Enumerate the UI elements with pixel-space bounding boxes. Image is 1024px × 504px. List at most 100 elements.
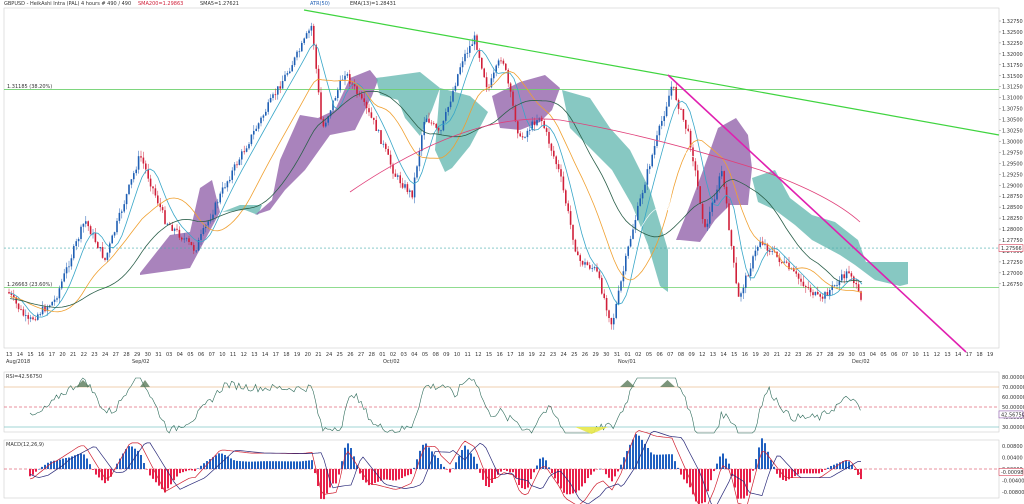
- candle-body: [313, 25, 315, 46]
- macd-histogram-bar: [776, 469, 778, 474]
- candle-body: [668, 95, 670, 107]
- macd-histogram-bar: [176, 469, 178, 477]
- macd-histogram-bar: [740, 469, 742, 499]
- fib-level-label: 1.31185 (38.20%): [7, 84, 52, 90]
- candle-body: [317, 68, 320, 93]
- candle-body: [857, 284, 860, 292]
- candle-body: [694, 161, 697, 171]
- candle-body: [543, 121, 545, 129]
- candle-body: [653, 146, 656, 155]
- macd-histogram-bar: [467, 449, 469, 469]
- candle-body: [637, 205, 639, 221]
- candle-body: [445, 111, 447, 121]
- macd-histogram-bar: [713, 469, 715, 472]
- candle-body: [41, 306, 44, 315]
- candle-body: [723, 171, 725, 187]
- candle-body: [601, 277, 603, 294]
- price-tick-label: 1.30250: [1002, 129, 1023, 135]
- macd-histogram-bar: [227, 456, 229, 469]
- macd-histogram-bar: [431, 451, 433, 469]
- macd-histogram-bar: [125, 449, 127, 469]
- candle-body: [85, 221, 87, 224]
- date-tick-label: 23: [795, 352, 801, 358]
- candle-body: [495, 65, 497, 73]
- macd-histogram-bar: [584, 469, 586, 484]
- candle-body: [586, 262, 589, 266]
- macd-histogram-bar: [479, 469, 481, 473]
- macd-histogram-bar: [62, 458, 64, 469]
- macd-histogram-bar: [698, 469, 700, 504]
- date-tick-label: 10: [454, 352, 460, 358]
- date-tick-label: 21: [70, 352, 76, 358]
- date-tick-label: 17: [507, 352, 513, 358]
- macd-histogram-bar: [635, 434, 637, 469]
- candle-body: [238, 159, 241, 165]
- macd-histogram-bar: [671, 454, 673, 469]
- candle-body: [745, 275, 747, 288]
- candle-body: [692, 147, 694, 162]
- macd-histogram-bar: [71, 456, 73, 469]
- candle-body: [682, 109, 685, 120]
- candle-body: [178, 229, 181, 238]
- candle-body: [490, 78, 493, 88]
- macd-histogram-bar: [407, 469, 409, 476]
- date-tick-label: 14: [955, 352, 961, 358]
- chart-header-symbol: GBPUSD - HeikAshi Intra (PAL) 4 hours # …: [4, 1, 131, 7]
- rsi-overbought-fill: [660, 380, 675, 387]
- macd-histogram-bar: [818, 469, 820, 474]
- candle-body: [397, 175, 399, 177]
- candle-body: [833, 285, 836, 287]
- date-tick-label: 18: [976, 352, 982, 358]
- candle-body: [428, 118, 430, 123]
- candle-body: [764, 244, 766, 245]
- macd-histogram-bar: [764, 443, 766, 469]
- candle-body: [17, 303, 20, 310]
- candle-body: [545, 128, 548, 132]
- date-tick-label: 14: [720, 352, 726, 358]
- macd-histogram-bar: [668, 454, 670, 469]
- candle-body: [190, 242, 193, 246]
- rsi-oversold-fill: [575, 427, 608, 434]
- candle-body: [293, 57, 296, 66]
- candle-body: [466, 52, 469, 54]
- candle-body: [301, 42, 303, 52]
- candle-body: [814, 292, 817, 296]
- candle-body: [596, 267, 598, 272]
- macd-histogram-bar: [659, 454, 661, 469]
- candle-body: [49, 305, 51, 308]
- candle-body: [613, 317, 615, 325]
- candle-body: [855, 283, 857, 285]
- candle-body: [805, 286, 807, 287]
- macd-histogram-bar: [686, 469, 688, 484]
- macd-histogram-bar: [356, 465, 358, 469]
- date-tick-label: 30: [603, 352, 609, 358]
- macd-histogram-bar: [464, 445, 466, 469]
- macd-label: MACD(12,26,9): [6, 442, 44, 448]
- candle-body: [32, 317, 34, 320]
- candle-body: [75, 241, 77, 247]
- macd-histogram-bar: [779, 469, 781, 478]
- candle-body: [310, 25, 313, 31]
- date-tick-label: 18: [283, 352, 289, 358]
- macd-histogram-bar: [122, 453, 124, 469]
- date-tick-label: 01: [379, 352, 385, 358]
- candle-body: [404, 184, 406, 188]
- candle-body: [502, 60, 505, 64]
- candle-body: [70, 258, 73, 267]
- candle-body: [58, 288, 61, 299]
- macd-histogram-bar: [410, 469, 412, 475]
- candle-body: [627, 246, 629, 256]
- macd-histogram-bar: [332, 469, 334, 484]
- candle-body: [519, 133, 521, 137]
- macd-histogram-bar: [692, 469, 694, 495]
- candle-body: [68, 266, 70, 268]
- candle-body: [370, 112, 373, 118]
- macd-histogram-bar: [383, 469, 385, 480]
- candle-body: [860, 291, 862, 300]
- macd-histogram-bar: [650, 452, 652, 469]
- price-tick-label: 1.27000: [1002, 271, 1023, 277]
- candle-body: [617, 290, 620, 304]
- date-tick-label: 14: [17, 352, 23, 358]
- macd-tick-label: -0.00800: [1002, 490, 1024, 496]
